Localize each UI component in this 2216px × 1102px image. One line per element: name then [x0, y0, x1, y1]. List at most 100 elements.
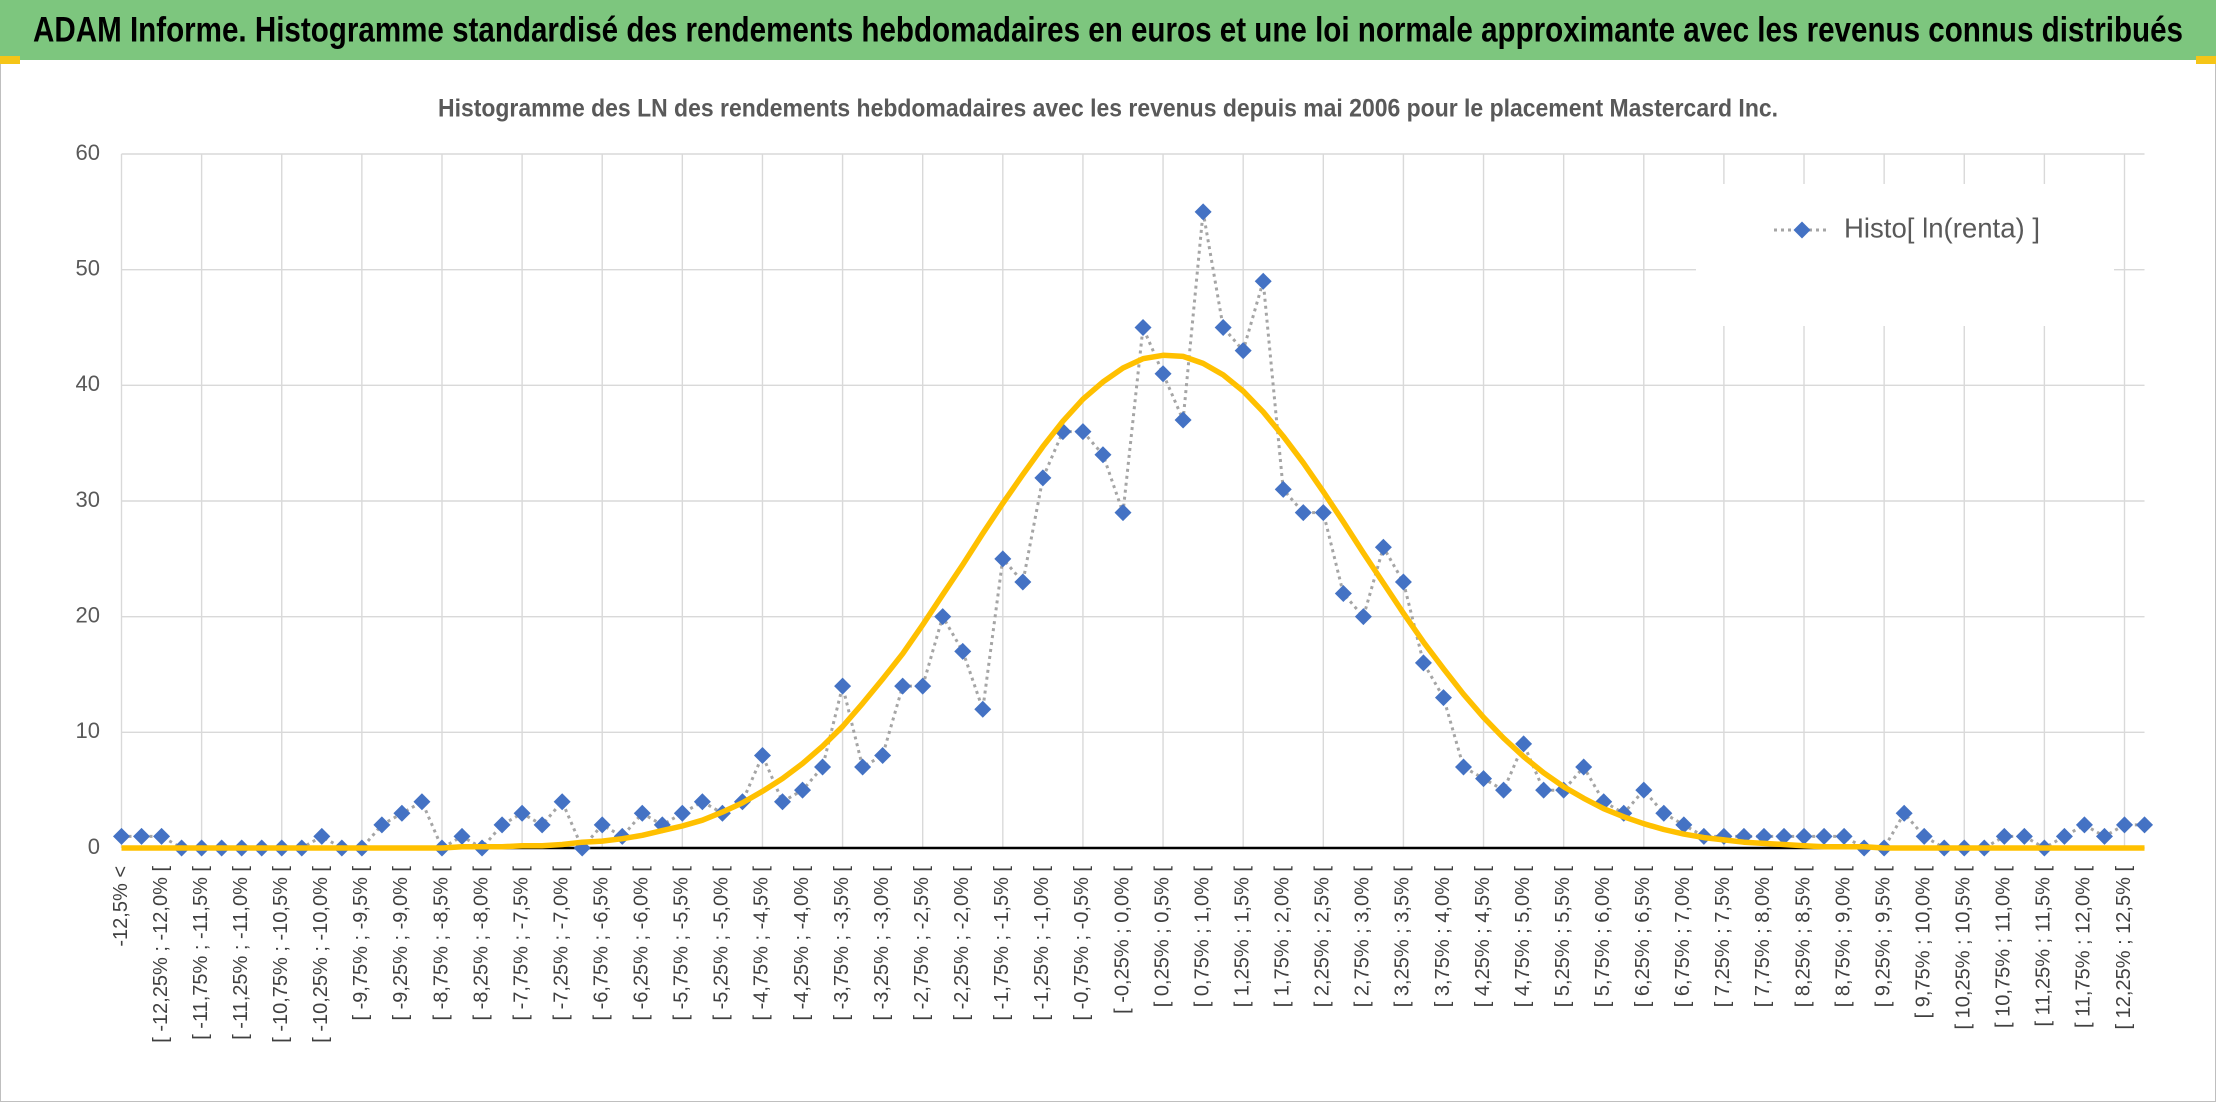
x-tick-label: [ 7,75% ; 8,0% [: [1752, 866, 1774, 1008]
x-tick-label: [ -3,75% ; -3,5% [: [831, 866, 853, 1021]
x-tick-label: [ 8,25% ; 8,5% [: [1792, 866, 1814, 1008]
marker: [1214, 319, 1232, 336]
marker: [1795, 827, 1813, 845]
marker: [2095, 827, 2113, 845]
x-tick-label: [ 10,25% ; 10,5% [: [1953, 866, 1975, 1030]
y-tick-label: 30: [76, 487, 100, 512]
x-tick-label: [ -9,25% ; -9,0% [: [390, 866, 412, 1021]
x-tick-label: [ -7,25% ; -7,0% [: [550, 866, 572, 1021]
marker: [1635, 781, 1653, 799]
marker: [1915, 827, 1933, 845]
marker: [453, 827, 471, 845]
x-tick-label: [ -7,75% ; -7,5% [: [510, 866, 532, 1021]
marker: [1455, 758, 1473, 776]
x-tick-label: [ 0,75% ; 1,0% [: [1191, 866, 1213, 1008]
marker: [513, 804, 531, 822]
marker: [1094, 446, 1112, 464]
y-tick-label: 50: [76, 255, 100, 280]
marker: [633, 804, 651, 822]
marker: [693, 793, 711, 811]
marker: [313, 827, 331, 845]
marker: [1134, 319, 1152, 336]
x-tick-label: [ -9,75% ; -9,5% [: [350, 866, 372, 1021]
marker: [1294, 504, 1312, 522]
legend-label: Histo[ ln(renta) ]: [1844, 212, 2040, 243]
marker: [673, 804, 691, 822]
marker: [1434, 689, 1452, 707]
y-tick-label: 10: [76, 718, 100, 743]
marker: [914, 677, 932, 695]
marker: [834, 677, 852, 695]
plot-area: 0 10 20 30 40 50 60 -12,5% < [ -12,25% ; -12,0% …: [76, 140, 2154, 1043]
x-tick-label: [ -8,75% ; -8,5% [: [430, 866, 452, 1021]
x-tick-label: [ 0,25% ; 0,5% [: [1151, 866, 1173, 1008]
marker: [1334, 585, 1352, 603]
marker: [1174, 411, 1192, 429]
marker: [934, 608, 952, 626]
marker: [1475, 770, 1493, 788]
x-tick-label: [ -10,25% ; -10,0% [: [310, 866, 332, 1043]
marker: [113, 827, 130, 845]
x-tick-label: [ 9,75% ; 10,0% [: [1912, 866, 1934, 1019]
marker: [2075, 816, 2093, 834]
x-tick-label: [ 4,75% ; 5,0% [: [1512, 866, 1534, 1008]
marker: [1655, 804, 1673, 822]
fit-curve: [121, 352, 2145, 851]
marker: [894, 677, 912, 695]
x-tick-label: [ -2,25% ; -2,0% [: [951, 866, 973, 1021]
chart-title: Histogramme des LN des rendements hebdom…: [438, 95, 1778, 123]
marker: [493, 816, 511, 834]
x-tick-label: -12,5% <: [110, 866, 132, 947]
header-bar: [0, 0, 2216, 60]
marker: [393, 804, 411, 822]
x-tick-label: [ -2,75% ; -2,5% [: [911, 866, 933, 1021]
x-tick-label: [ -11,25% ; -11,0% [: [230, 866, 252, 1040]
x-tick-label: [ 6,25% ; 6,5% [: [1632, 866, 1654, 1008]
marker: [1414, 654, 1432, 672]
x-tick-label: [ -11,75% ; -11,5% [: [190, 866, 212, 1040]
x-tick-label: [ 4,25% ; 4,5% [: [1472, 866, 1494, 1008]
marker: [1354, 608, 1372, 626]
legend-box: [1696, 184, 2114, 326]
x-tick-label: [ -0,75% ; -0,5% [: [1071, 866, 1093, 1021]
marker: [1074, 423, 1092, 441]
marker: [553, 793, 571, 811]
x-tick-label: [ 3,75% ; 4,0% [: [1432, 866, 1454, 1008]
x-tick-label: [ 1,25% ; 1,5% [: [1231, 866, 1253, 1008]
marker: [814, 758, 832, 776]
marker: [2015, 827, 2033, 845]
x-tick-label: [ 11,25% ; 11,5% [: [2033, 866, 2055, 1027]
x-tick-label: [ -1,25% ; -1,0% [: [1031, 866, 1053, 1021]
y-tick-label: 40: [76, 371, 100, 396]
x-tick-label: [ -3,25% ; -3,0% [: [871, 866, 893, 1021]
y-tick-label: 60: [76, 140, 100, 165]
x-tick-label: [ 1,75% ; 2,0% [: [1272, 866, 1294, 1008]
marker: [1034, 469, 1052, 487]
marker: [2136, 816, 2154, 834]
marker: [974, 700, 992, 718]
x-tick-label: [ -5,25% ; -5,0% [: [711, 866, 733, 1021]
marker: [1575, 758, 1593, 776]
marker: [373, 816, 391, 834]
marker: [1254, 272, 1272, 290]
corner: [2196, 56, 2216, 64]
legend-marker: [1793, 221, 1811, 239]
marker: [1835, 827, 1853, 845]
y-tick-label: 0: [88, 834, 100, 859]
x-tick-label: [ -4,25% ; -4,0% [: [791, 866, 813, 1021]
x-tick-label: [ 2,75% ; 3,0% [: [1352, 866, 1374, 1008]
marker: [153, 827, 171, 845]
x-tick-label: [ 7,25% ; 7,5% [: [1712, 866, 1734, 1008]
marker: [1515, 735, 1533, 753]
marker: [1495, 781, 1513, 799]
x-tick-label: [ 5,25% ; 5,5% [: [1552, 866, 1574, 1008]
x-tick-label: [ -1,75% ; -1,5% [: [991, 866, 1013, 1021]
marker: [413, 793, 431, 811]
marker: [1815, 827, 1833, 845]
marker: [1895, 804, 1913, 822]
marker: [2116, 816, 2133, 834]
marker: [1314, 504, 1332, 522]
marker: [1234, 342, 1252, 360]
